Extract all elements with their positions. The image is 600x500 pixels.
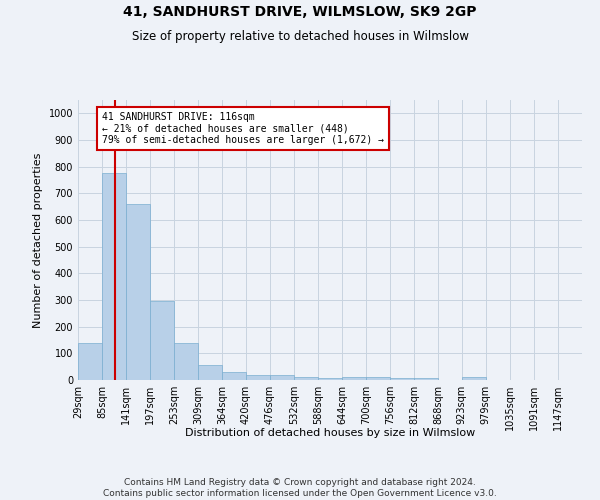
Bar bbox=[462, 378, 486, 380]
Bar bbox=[270, 375, 294, 380]
Bar bbox=[150, 302, 174, 380]
Bar bbox=[366, 378, 390, 380]
Text: Distribution of detached houses by size in Wilmslow: Distribution of detached houses by size … bbox=[185, 428, 475, 438]
Bar bbox=[318, 378, 342, 380]
Bar bbox=[198, 366, 222, 380]
Bar bbox=[102, 172, 126, 380]
Bar bbox=[126, 204, 150, 380]
Text: 41, SANDHURST DRIVE, WILMSLOW, SK9 2GP: 41, SANDHURST DRIVE, WILMSLOW, SK9 2GP bbox=[123, 5, 477, 19]
Text: Size of property relative to detached houses in Wilmslow: Size of property relative to detached ho… bbox=[131, 30, 469, 43]
Bar bbox=[78, 342, 102, 380]
Text: 41 SANDHURST DRIVE: 116sqm
← 21% of detached houses are smaller (448)
79% of sem: 41 SANDHURST DRIVE: 116sqm ← 21% of deta… bbox=[102, 112, 384, 145]
Bar bbox=[390, 378, 414, 380]
Bar bbox=[222, 372, 246, 380]
Text: Contains HM Land Registry data © Crown copyright and database right 2024.
Contai: Contains HM Land Registry data © Crown c… bbox=[103, 478, 497, 498]
Bar bbox=[294, 377, 318, 380]
Bar bbox=[246, 375, 270, 380]
Bar bbox=[174, 343, 198, 380]
Bar bbox=[414, 378, 438, 380]
Y-axis label: Number of detached properties: Number of detached properties bbox=[33, 152, 43, 328]
Bar bbox=[342, 378, 366, 380]
